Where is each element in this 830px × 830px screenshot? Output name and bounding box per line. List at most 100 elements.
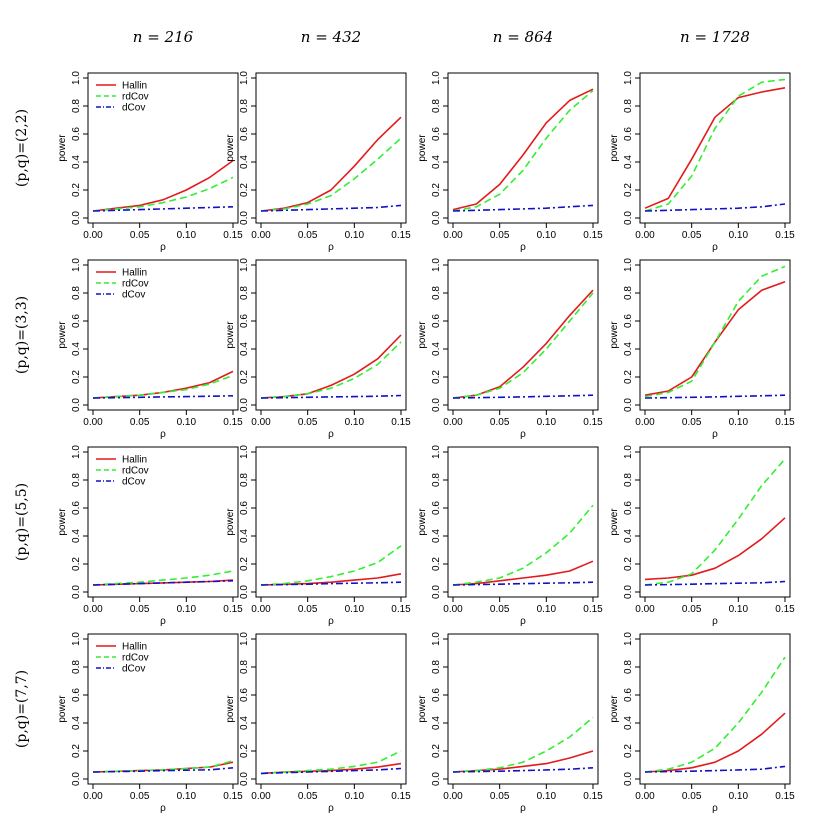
y-tick-label: 0.4 [623, 342, 634, 356]
series-line-rdcov [92, 176, 234, 212]
y-tick-label: 0.2 [623, 557, 634, 571]
plot-frame [255, 446, 407, 598]
x-axis-label: ρ [712, 242, 718, 253]
series-line-dcov [644, 765, 786, 773]
y-tick-label: 0.8 [623, 473, 634, 487]
x-tick-label: 0.10 [345, 604, 365, 615]
x-axis-label: ρ [328, 803, 334, 814]
x-axis-label: ρ [328, 242, 334, 253]
y-tick-label: 1.0 [431, 445, 442, 459]
y-tick-label: 1.0 [239, 258, 250, 272]
x-tick-label: 0.10 [537, 791, 557, 802]
y-axis-label: power [57, 695, 68, 723]
y-tick-label: 0.4 [239, 155, 250, 169]
x-tick-label: 0.00 [251, 230, 271, 241]
series-line-hallin [644, 712, 786, 773]
y-tick-label: 0.0 [239, 585, 250, 599]
series-line-rdcov [452, 716, 594, 773]
y-tick-label: 0.0 [431, 211, 442, 225]
y-tick-label: 0.6 [431, 501, 442, 515]
y-tick-label: 1.0 [239, 632, 250, 646]
x-tick-label: 0.15 [391, 417, 411, 428]
y-tick-label: 0.8 [623, 286, 634, 300]
panel: 0.00 0.05 0.10 0.15 0.0 0.2 0.4 0.6 0.8 1.0 ρ power [225, 445, 411, 627]
series-line-dcov [92, 206, 234, 212]
x-tick-label: 0.00 [635, 230, 655, 241]
panel: 0.00 0.05 0.10 0.15 0.0 0.2 0.4 0.6 0.8 1.0 ρ power [417, 258, 603, 440]
y-tick-label: 1.0 [623, 258, 634, 272]
y-tick-label: 0.4 [239, 716, 250, 730]
y-tick-label: 0.8 [623, 660, 634, 674]
y-axis-label: power [609, 695, 620, 723]
series-line-dcov [452, 581, 594, 586]
x-axis-label: ρ [712, 429, 718, 440]
y-tick-label: 0.4 [71, 155, 82, 169]
x-tick-label: 0.15 [391, 230, 411, 241]
x-tick-label: 0.15 [583, 791, 603, 802]
x-tick-label: 0.05 [130, 791, 150, 802]
panel: 0.00 0.05 0.10 0.15 0.0 0.2 0.4 0.6 0.8 1.0 ρ power [609, 632, 795, 814]
y-tick-label: 0.0 [239, 398, 250, 412]
y-tick-label: 0.0 [239, 211, 250, 225]
y-axis-label: power [225, 695, 236, 723]
y-tick-label: 0.8 [431, 286, 442, 300]
x-tick-label: 0.05 [490, 791, 510, 802]
y-tick-label: 0.2 [431, 183, 442, 197]
y-tick-label: 1.0 [431, 71, 442, 85]
series-line-rdcov [260, 750, 402, 775]
series-line-rdcov [644, 265, 786, 398]
x-tick-label: 0.00 [443, 604, 463, 615]
panel: 0.00 0.05 0.10 0.15 0.0 0.2 0.4 0.6 0.8 1.0 ρ power [225, 258, 411, 440]
panel: 0.00 0.05 0.10 0.15 0.0 0.2 0.4 0.6 0.8 1.0 ρ power… [57, 445, 243, 627]
y-tick-label: 0.2 [71, 183, 82, 197]
y-tick-label: 0.4 [623, 155, 634, 169]
series-line-dcov [452, 767, 594, 773]
series-line-rdcov [260, 341, 402, 399]
y-tick-label: 0.8 [239, 660, 250, 674]
series-line-dcov [92, 580, 234, 586]
row-header: (p,q)=(5,5) [14, 483, 30, 561]
legend-label: rdCov [122, 279, 149, 290]
legend-label: Hallin [122, 81, 147, 92]
series-line-dcov [452, 394, 594, 399]
column-header: n = 864 [493, 28, 553, 46]
y-tick-label: 0.2 [623, 183, 634, 197]
series-line-rdcov [644, 656, 786, 773]
x-axis-label: ρ [328, 429, 334, 440]
y-tick-label: 0.6 [431, 688, 442, 702]
y-tick-label: 0.6 [239, 314, 250, 328]
series-line-rdcov [92, 374, 234, 399]
legend-label: dCov [122, 477, 145, 488]
panel: 0.00 0.05 0.10 0.15 0.0 0.2 0.4 0.6 0.8 1.0 ρ power [609, 71, 795, 253]
y-axis-label: power [57, 134, 68, 162]
row-header: (p,q)=(7,7) [14, 670, 30, 748]
y-tick-label: 0.8 [239, 286, 250, 300]
y-tick-label: 0.0 [71, 585, 82, 599]
x-tick-label: 0.05 [130, 604, 150, 615]
x-tick-label: 0.10 [345, 791, 365, 802]
y-tick-label: 0.0 [431, 585, 442, 599]
x-tick-label: 0.05 [490, 417, 510, 428]
x-tick-label: 0.10 [729, 604, 749, 615]
y-tick-label: 0.2 [71, 370, 82, 384]
x-tick-label: 0.00 [443, 791, 463, 802]
y-tick-label: 0.4 [623, 716, 634, 730]
series-line-rdcov [452, 292, 594, 399]
series-line-dcov [644, 394, 786, 399]
x-tick-label: 0.15 [223, 604, 243, 615]
x-tick-label: 0.15 [391, 604, 411, 615]
y-tick-label: 1.0 [431, 258, 442, 272]
x-tick-label: 0.05 [682, 791, 702, 802]
x-tick-label: 0.00 [635, 417, 655, 428]
x-axis-label: ρ [160, 616, 166, 627]
y-tick-label: 0.4 [71, 716, 82, 730]
series-line-dcov [644, 580, 786, 586]
y-axis-label: power [609, 508, 620, 536]
row-header: (p,q)=(3,3) [14, 296, 30, 374]
x-axis-label: ρ [712, 803, 718, 814]
series-line-hallin [452, 289, 594, 399]
y-tick-label: 1.0 [239, 445, 250, 459]
x-tick-label: 0.00 [443, 417, 463, 428]
y-tick-label: 0.6 [431, 127, 442, 141]
y-tick-label: 1.0 [71, 71, 82, 85]
